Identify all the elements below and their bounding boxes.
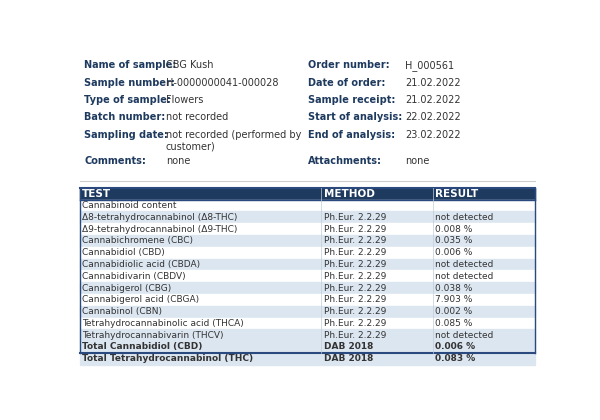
Text: Cannabinoid content: Cannabinoid content bbox=[82, 201, 176, 210]
Text: Date of order:: Date of order: bbox=[308, 78, 385, 87]
Text: Tetrahydrocannabivarin (THCV): Tetrahydrocannabivarin (THCV) bbox=[82, 331, 223, 340]
Bar bbox=[80, 235, 535, 247]
Bar bbox=[80, 282, 535, 294]
Text: 22.02.2022: 22.02.2022 bbox=[405, 112, 461, 122]
Text: Cannabigerol (CBG): Cannabigerol (CBG) bbox=[82, 284, 171, 293]
Text: H-0000000041-000028: H-0000000041-000028 bbox=[166, 78, 278, 87]
Text: Ph.Eur. 2.2.29: Ph.Eur. 2.2.29 bbox=[324, 331, 386, 340]
Text: Sample receipt:: Sample receipt: bbox=[308, 95, 395, 105]
Text: not detected: not detected bbox=[436, 260, 494, 269]
Text: Comments:: Comments: bbox=[84, 156, 146, 166]
Text: DAB 2018: DAB 2018 bbox=[324, 342, 373, 352]
Text: 7.903 %: 7.903 % bbox=[436, 295, 473, 304]
Text: not detected: not detected bbox=[436, 272, 494, 281]
Text: Ph.Eur. 2.2.29: Ph.Eur. 2.2.29 bbox=[324, 213, 386, 222]
Text: Ph.Eur. 2.2.29: Ph.Eur. 2.2.29 bbox=[324, 319, 386, 328]
Bar bbox=[80, 259, 535, 270]
Bar bbox=[80, 200, 535, 211]
Text: not detected: not detected bbox=[436, 331, 494, 340]
Text: 0.035 %: 0.035 % bbox=[436, 236, 473, 245]
Text: not recorded: not recorded bbox=[166, 112, 228, 122]
Text: METHOD: METHOD bbox=[324, 189, 374, 199]
Text: 0.083 %: 0.083 % bbox=[436, 354, 476, 363]
Text: TEST: TEST bbox=[82, 189, 111, 199]
Text: Sampling date:: Sampling date: bbox=[84, 130, 168, 140]
Text: Start of analysis:: Start of analysis: bbox=[308, 112, 402, 122]
Text: Batch number:: Batch number: bbox=[84, 112, 166, 122]
Text: 0.038 %: 0.038 % bbox=[436, 284, 473, 293]
Bar bbox=[80, 341, 535, 353]
Text: Attachments:: Attachments: bbox=[308, 156, 382, 166]
Text: RESULT: RESULT bbox=[436, 189, 479, 199]
Bar bbox=[80, 294, 535, 306]
Bar bbox=[80, 353, 535, 365]
Text: 0.006 %: 0.006 % bbox=[436, 248, 473, 257]
Text: 21.02.2022: 21.02.2022 bbox=[405, 78, 461, 87]
Bar bbox=[80, 329, 535, 341]
Bar bbox=[80, 211, 535, 223]
Text: Ph.Eur. 2.2.29: Ph.Eur. 2.2.29 bbox=[324, 272, 386, 281]
Text: 0.006 %: 0.006 % bbox=[436, 342, 476, 352]
Text: none: none bbox=[166, 156, 190, 166]
Text: Cannabidiol (CBD): Cannabidiol (CBD) bbox=[82, 248, 165, 257]
Text: Cannabichromene (CBC): Cannabichromene (CBC) bbox=[82, 236, 193, 245]
Text: Tetrahydrocannabinolic acid (THCA): Tetrahydrocannabinolic acid (THCA) bbox=[82, 319, 244, 328]
Text: not detected: not detected bbox=[436, 213, 494, 222]
Text: Ph.Eur. 2.2.29: Ph.Eur. 2.2.29 bbox=[324, 307, 386, 316]
Text: not recorded (performed by
customer): not recorded (performed by customer) bbox=[166, 130, 301, 151]
Text: Order number:: Order number: bbox=[308, 60, 389, 70]
Text: 21.02.2022: 21.02.2022 bbox=[405, 95, 461, 105]
Text: Type of sample:: Type of sample: bbox=[84, 95, 171, 105]
Text: Δ8-tetrahydrocannabinol (Δ8-THC): Δ8-tetrahydrocannabinol (Δ8-THC) bbox=[82, 213, 238, 222]
Text: Total Cannabidiol (CBD): Total Cannabidiol (CBD) bbox=[82, 342, 202, 352]
Text: Ph.Eur. 2.2.29: Ph.Eur. 2.2.29 bbox=[324, 248, 386, 257]
Text: 0.085 %: 0.085 % bbox=[436, 319, 473, 328]
Bar bbox=[80, 247, 535, 259]
Text: Flowers: Flowers bbox=[166, 95, 203, 105]
Text: 23.02.2022: 23.02.2022 bbox=[405, 130, 461, 140]
Bar bbox=[80, 188, 535, 200]
Text: Ph.Eur. 2.2.29: Ph.Eur. 2.2.29 bbox=[324, 260, 386, 269]
Text: Ph.Eur. 2.2.29: Ph.Eur. 2.2.29 bbox=[324, 284, 386, 293]
Text: Ph.Eur. 2.2.29: Ph.Eur. 2.2.29 bbox=[324, 225, 386, 234]
Bar bbox=[80, 270, 535, 282]
Bar bbox=[80, 318, 535, 329]
Text: CBG Kush: CBG Kush bbox=[166, 60, 213, 70]
Bar bbox=[80, 306, 535, 318]
Text: Cannabigerol acid (CBGA): Cannabigerol acid (CBGA) bbox=[82, 295, 199, 304]
Text: Δ9-tetrahydrocannabinol (Δ9-THC): Δ9-tetrahydrocannabinol (Δ9-THC) bbox=[82, 225, 238, 234]
Text: 0.008 %: 0.008 % bbox=[436, 225, 473, 234]
Text: none: none bbox=[405, 156, 430, 166]
Text: 0.002 %: 0.002 % bbox=[436, 307, 473, 316]
Text: Cannabidiolic acid (CBDA): Cannabidiolic acid (CBDA) bbox=[82, 260, 200, 269]
Text: Cannabinol (CBN): Cannabinol (CBN) bbox=[82, 307, 162, 316]
Text: Ph.Eur. 2.2.29: Ph.Eur. 2.2.29 bbox=[324, 295, 386, 304]
Text: End of analysis:: End of analysis: bbox=[308, 130, 395, 140]
Text: Total Tetrahydrocannabinol (THC): Total Tetrahydrocannabinol (THC) bbox=[82, 354, 253, 363]
Text: Cannabidivarin (CBDV): Cannabidivarin (CBDV) bbox=[82, 272, 185, 281]
Bar bbox=[80, 223, 535, 235]
Text: Sample number:: Sample number: bbox=[84, 78, 175, 87]
Text: DAB 2018: DAB 2018 bbox=[324, 354, 373, 363]
Text: Ph.Eur. 2.2.29: Ph.Eur. 2.2.29 bbox=[324, 236, 386, 245]
Text: Name of sample:: Name of sample: bbox=[84, 60, 176, 70]
Text: H_000561: H_000561 bbox=[405, 60, 454, 71]
